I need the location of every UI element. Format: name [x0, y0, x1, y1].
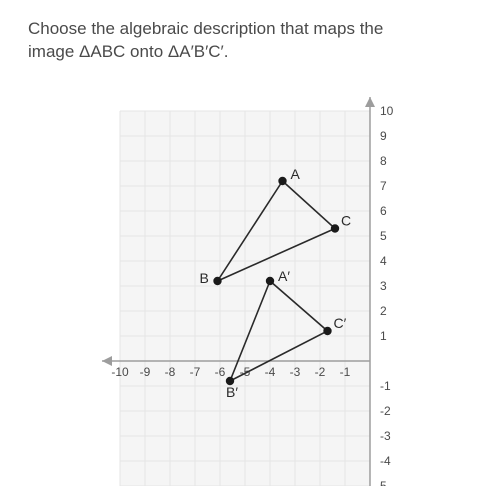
- x-tick-label: -7: [190, 365, 201, 379]
- y-tick-label: 8: [380, 154, 387, 168]
- vertex-B: [213, 277, 221, 285]
- y-tick-label: 1: [380, 329, 387, 343]
- vertex-C: [331, 224, 339, 232]
- y-tick-label: 3: [380, 279, 387, 293]
- y-tick-label: 7: [380, 179, 387, 193]
- y-tick-label: 5: [380, 479, 387, 486]
- x-tick-label: -8: [165, 365, 176, 379]
- y-axis-arrow: [365, 97, 375, 107]
- x-tick-label: -9: [140, 365, 151, 379]
- coordinate-grid: -10-9-8-7-6-5-4-3-2-110987654321-1-2-3-4…: [70, 86, 430, 486]
- y-tick-label: 6: [380, 204, 387, 218]
- x-tick-label: -1: [340, 365, 351, 379]
- question-text: Choose the algebraic description that ma…: [28, 18, 472, 64]
- y-tick-label: 5: [380, 229, 387, 243]
- x-tick-label: -3: [290, 365, 301, 379]
- vertex-A: [278, 177, 286, 185]
- y-tick-label: 2: [380, 304, 387, 318]
- y-tick-label: 10: [380, 104, 394, 118]
- y-tick-label: -2: [380, 404, 391, 418]
- x-tick-label: -4: [265, 365, 276, 379]
- chart-container: -10-9-8-7-6-5-4-3-2-110987654321-1-2-3-4…: [28, 86, 472, 486]
- vertex-label-B: B: [200, 270, 209, 286]
- x-tick-label: -10: [111, 365, 129, 379]
- y-tick-label: -3: [380, 429, 391, 443]
- y-tick-label: -1: [380, 379, 391, 393]
- y-tick-label: 4: [380, 254, 387, 268]
- y-tick-label: 9: [380, 129, 387, 143]
- vertex-label-A': A′: [278, 268, 290, 284]
- vertex-label-B': B′: [226, 384, 238, 400]
- question-line-2: image ΔABC onto ΔA′B′C′.: [28, 42, 228, 61]
- x-tick-label: -6: [215, 365, 226, 379]
- vertex-label-A: A: [291, 166, 301, 182]
- y-tick-label: -4: [380, 454, 391, 468]
- vertex-C': [323, 327, 331, 335]
- vertex-label-C: C: [341, 212, 351, 228]
- x-tick-label: -2: [315, 365, 326, 379]
- question-line-1: Choose the algebraic description that ma…: [28, 19, 383, 38]
- vertex-A': [266, 277, 274, 285]
- vertex-label-C': C′: [334, 315, 347, 331]
